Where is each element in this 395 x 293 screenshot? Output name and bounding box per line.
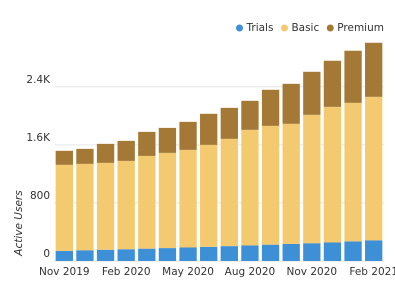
bar-segment: [323, 60, 342, 107]
bar-segment: [220, 138, 238, 247]
bar-segment: [282, 83, 300, 124]
x-tick-label: Feb 2020: [102, 266, 151, 278]
x-tick-label: May 2020: [162, 266, 214, 278]
bar-segment: [117, 249, 135, 261]
legend-label: Trials: [246, 22, 274, 34]
bar-segment: [303, 114, 321, 244]
bar-segment: [365, 42, 383, 97]
bar-segment: [261, 244, 280, 261]
legend-label: Basic: [291, 22, 319, 34]
bar-segment: [55, 250, 73, 261]
x-tick-label: Aug 2020: [225, 266, 276, 278]
bar-segment: [138, 155, 156, 249]
legend-marker: [326, 24, 334, 32]
legend-label: Premium: [337, 22, 384, 34]
bar-segment: [158, 248, 177, 261]
y-tick-label: 800: [30, 190, 50, 202]
bar-segment: [241, 100, 259, 130]
bar-segment: [323, 242, 342, 261]
bar-segment: [344, 102, 362, 242]
bar-segment: [344, 241, 362, 261]
x-tick-label: Nov 2020: [287, 266, 338, 278]
bar-segment: [96, 249, 115, 261]
bar-segment: [179, 149, 197, 248]
bar-segment: [220, 107, 238, 139]
bar-segment: [96, 162, 115, 250]
bar-segment: [158, 152, 177, 249]
bar-segment: [261, 89, 280, 126]
bar-segment: [220, 246, 238, 261]
bar-segment: [179, 247, 197, 261]
bar-segment: [138, 131, 156, 156]
y-tick-label: 0: [43, 248, 50, 260]
bar-segment: [261, 125, 280, 245]
bar-segment: [200, 113, 218, 145]
bar-segment: [365, 96, 383, 241]
bar-segment: [117, 140, 135, 161]
bar-segment: [323, 106, 342, 243]
bar-segment: [96, 143, 115, 163]
bar-segment: [241, 129, 259, 246]
y-tick-label: 2.4K: [26, 74, 51, 86]
x-tick-label: Nov 2019: [39, 266, 90, 278]
bar-segment: [344, 50, 362, 103]
legend-marker: [236, 24, 244, 32]
bar-segment: [158, 127, 177, 153]
bar-segment: [76, 163, 94, 251]
bar-segment: [365, 240, 383, 261]
bar-segment: [76, 250, 94, 261]
x-tick-label: Feb 2021: [349, 266, 395, 278]
bar-segment: [282, 123, 300, 244]
bar-segment: [282, 243, 300, 261]
bar-segment: [55, 164, 73, 251]
legend-marker: [280, 24, 288, 32]
bar-segment: [200, 246, 218, 261]
bar-segment: [303, 243, 321, 261]
bar-segment: [303, 71, 321, 115]
y-tick-label: 1.6K: [26, 132, 51, 144]
bar-segment: [55, 150, 73, 165]
bar-segment: [241, 245, 259, 261]
bar-segment: [138, 248, 156, 261]
y-axis-title: Active Users: [13, 190, 25, 257]
bar-segment: [179, 121, 197, 150]
bar-segment: [117, 160, 135, 250]
bar-segment: [76, 148, 94, 164]
bar-segment: [200, 144, 218, 247]
